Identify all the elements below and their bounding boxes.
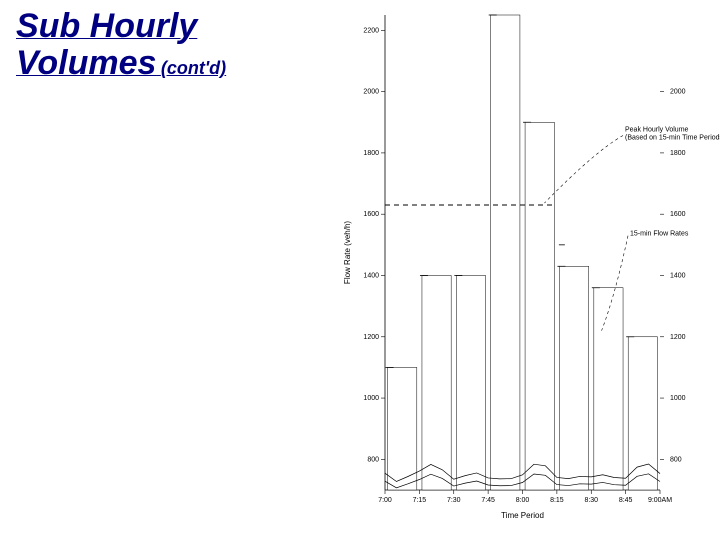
y-right-tick: 1800 <box>670 150 686 157</box>
bar <box>594 288 623 490</box>
y-left-tick: 1000 <box>363 395 379 402</box>
x-tick: 8:00 <box>516 497 530 504</box>
annotation-leader-peak <box>545 135 624 203</box>
flow-rate-chart: 800 1000 1200 1400 1600 1800 2000 2200 800 1000 12… <box>330 0 720 540</box>
bar <box>559 266 588 490</box>
x-tick: 7:45 <box>481 497 495 504</box>
y-right-tick: 2000 <box>670 89 686 96</box>
annotation-flowrate: 15-min Flow Rates <box>630 231 689 238</box>
title-line1: Sub Hourly <box>16 7 197 45</box>
bar <box>388 367 417 490</box>
y-left-tick: 800 <box>367 456 379 463</box>
y-left-tick: 2000 <box>363 89 379 96</box>
bar <box>491 15 520 490</box>
y-left-tick: 1600 <box>363 211 379 218</box>
x-tick: 7:00 <box>378 497 392 504</box>
bar <box>525 122 554 490</box>
y-left-tick: 1200 <box>363 334 379 341</box>
annotation-peak-sub: (Based on 15-min Time Periods) <box>625 134 720 141</box>
x-tick: 9:00AM <box>648 497 672 504</box>
y-left-tick: 1800 <box>363 150 379 157</box>
y-right-tick: 800 <box>670 456 682 463</box>
y-right-tick: 1200 <box>670 334 686 341</box>
bar <box>456 275 485 490</box>
x-tick: 7:15 <box>413 497 427 504</box>
annotation-peak: Peak Hourly Volume <box>625 126 689 133</box>
x-tick: 7:30 <box>447 497 461 504</box>
x-tick: 8:30 <box>584 497 598 504</box>
slide: Sub Hourly Volumes (cont'd) 800 1000 1200 1… <box>0 0 720 540</box>
slide-title: Sub Hourly Volumes (cont'd) <box>16 8 226 83</box>
y-right-tick: 1000 <box>670 395 686 402</box>
bar <box>422 275 451 490</box>
y-right-tick: 1400 <box>670 272 686 279</box>
y-left-tick: 1400 <box>363 272 379 279</box>
y-left-tick: 2200 <box>363 27 379 34</box>
x-tick: 8:45 <box>619 497 633 504</box>
y-right-tick: 1600 <box>670 211 686 218</box>
x-axis-label: Time Period <box>501 511 544 520</box>
title-line2: Volumes <box>16 44 156 82</box>
x-tick: 8:15 <box>550 497 564 504</box>
y-axis-label: Flow Rate (veh/h) <box>343 221 352 284</box>
bar <box>628 337 657 490</box>
title-suffix: (cont'd) <box>161 58 226 78</box>
